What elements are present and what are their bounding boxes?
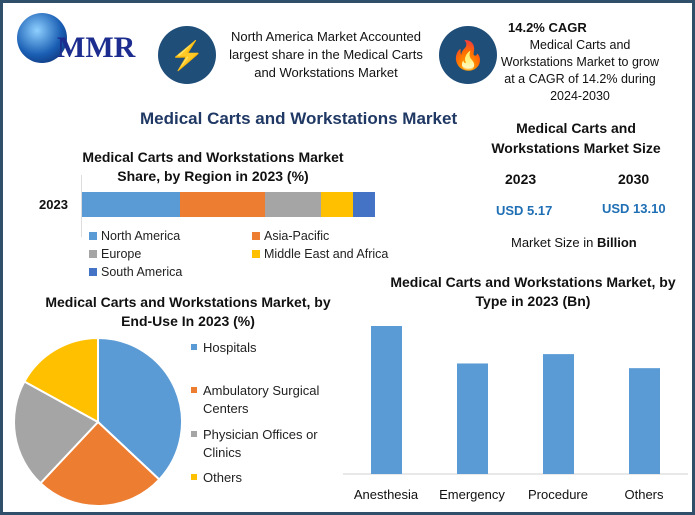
region-legend-item: North America [89,229,180,243]
enduse-chart-title: Medical Carts and Workstations Market, b… [45,294,331,329]
mmr-logo: MMR [15,13,135,68]
cagr-text: Medical Carts and Workstations Market to… [500,38,660,103]
size-year-2030: 2030 [618,171,650,187]
enduse-legend-item: Physician Offices or Clinics [191,426,361,462]
legend-label: South America [101,265,183,279]
region-stacked-bar [82,192,375,217]
region-bar-segment [265,192,321,217]
legend-label: North America [101,229,181,243]
region-bar-segment [82,192,181,217]
legend-swatch [191,474,197,480]
region-legend-item: Asia-Pacific [252,229,329,243]
enduse-legend-item: Others [191,469,361,487]
size-note: Market Size in Billion [511,234,637,252]
size-note-unit: Billion [596,235,637,250]
region-chart-title: Medical Carts and Workstations Market Sh… [82,149,344,184]
legend-swatch [89,250,97,258]
lightning-icon: ⚡ [158,26,216,84]
legend-label: Physician Offices or Clinics [203,427,318,460]
legend-label: Middle East and Africa [264,247,389,261]
legend-label: Europe [101,247,142,261]
x-tick-label: Anesthesia [353,487,419,502]
legend-label: Others [203,470,243,485]
type-bar-chart [343,326,688,475]
legend-swatch [252,232,260,240]
legend-swatch [89,268,97,276]
region-category-label: 2023 [39,197,68,212]
info-region: North America Market Accounted largest s… [229,29,423,80]
region-legend-item: Middle East and Africa [252,247,388,261]
type-bar [457,363,488,474]
region-bar-segment [320,192,353,217]
pie-slice [23,336,99,424]
region-axis [81,175,82,237]
legend-swatch [89,232,97,240]
main-title: Medical Carts and Workstations Market [140,109,458,128]
pie-slice [13,380,100,485]
legend-label: Ambulatory Surgical Centers [203,383,320,416]
x-tick-label: Emergency [439,487,505,502]
region-legend-item: Europe [89,247,141,261]
size-year-2023: 2023 [505,171,537,187]
legend-swatch [191,431,197,437]
legend-label: Hospitals [203,340,257,355]
region-bar-segment [180,192,266,217]
type-bar [371,326,402,474]
legend-swatch [191,387,197,393]
region-legend-item: South America [89,265,182,279]
size-value-2023: USD 5.17 [496,203,553,218]
size-value-2030: USD 13.10 [602,201,666,216]
enduse-legend-item: Ambulatory Surgical Centers [191,382,361,418]
region-bar-segment [352,192,375,217]
legend-label: Asia-Pacific [264,229,330,243]
legend-swatch [191,344,197,350]
legend-swatch [252,250,260,258]
type-bar [543,354,574,474]
size-note-text: Market Size in [511,235,597,250]
pie-slice [97,336,183,481]
cagr-title: 14.2% CAGR [508,20,587,35]
x-tick-label: Others [624,487,664,502]
enduse-pie-chart [13,336,183,507]
type-chart-title: Medical Carts and Workstations Market, b… [390,274,676,309]
x-tick-label: Procedure [528,487,588,502]
flame-icon: 🔥 [439,26,497,84]
size-title: Medical Carts and Workstations Market Si… [491,120,661,156]
enduse-legend-item: Hospitals [191,339,361,357]
type-bar [629,368,660,474]
pie-slice [39,420,161,507]
